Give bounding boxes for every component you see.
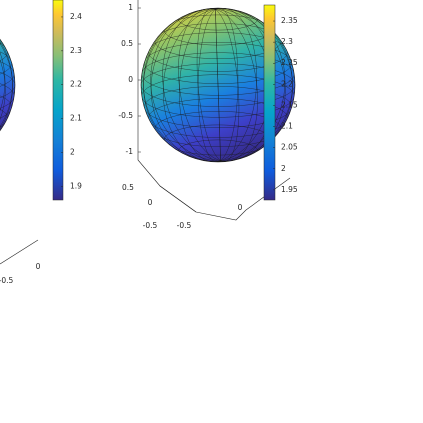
z-tick-label: 1 — [128, 3, 133, 12]
colorbar-tick-label: 2.35 — [281, 16, 298, 25]
z-tick-label: -0.5 — [118, 111, 133, 120]
sphere-mesh — [0, 8, 15, 162]
x-tick-label: 0 — [238, 203, 243, 212]
y-tick-label: 0 — [148, 198, 153, 207]
mesh-line — [0, 8, 13, 162]
mesh-line — [0, 8, 13, 162]
colorbar-tick-label: 2.05 — [281, 143, 298, 152]
z-tick-label: 0 — [128, 75, 133, 84]
y-tick-label: -0.5 — [143, 221, 158, 230]
x-tick-label: -0.5 — [177, 221, 192, 230]
colorbar-tick-label: 2.1 — [70, 114, 82, 123]
colorbar — [263, 4, 276, 201]
mesh-line — [0, 8, 6, 162]
sphere-mesh — [141, 8, 295, 162]
colorbar-tick-label: 2.3 — [70, 46, 82, 55]
colorbar-tick-label: 2.15 — [281, 100, 298, 109]
mesh-line — [178, 8, 258, 162]
colorbar-tick-label: 2 — [281, 164, 286, 173]
axis-line — [0, 239, 39, 265]
colorbar-tick-label: 2.1 — [281, 122, 293, 131]
mesh-line — [143, 8, 293, 162]
z-tick-label: -1 — [126, 147, 134, 156]
colorbar-tick-label: 2.3 — [281, 37, 293, 46]
colorbar-tick-label: 2.4 — [70, 12, 82, 21]
mesh-line — [0, 8, 6, 162]
colorbar-tick-label: 2.2 — [281, 79, 293, 88]
colorbar-tick-label: 1.95 — [281, 185, 298, 194]
colorbar-tick-label: 2 — [70, 148, 75, 157]
z-tick-label: 0.5 — [121, 39, 133, 48]
axis-line — [159, 185, 197, 213]
colorbar-tick-label: 2.2 — [70, 80, 82, 89]
colorbar-tick-label: 2.25 — [281, 58, 298, 67]
mesh-line — [0, 8, 15, 162]
colorbar — [52, 0, 64, 201]
x-tick-label: -0.5 — [0, 276, 14, 285]
x-tick-label: 0 — [36, 262, 41, 271]
mesh-line — [141, 63, 295, 107]
y-tick-label: 0.5 — [122, 183, 134, 192]
colorbar-tick-label: 1.9 — [70, 181, 82, 190]
